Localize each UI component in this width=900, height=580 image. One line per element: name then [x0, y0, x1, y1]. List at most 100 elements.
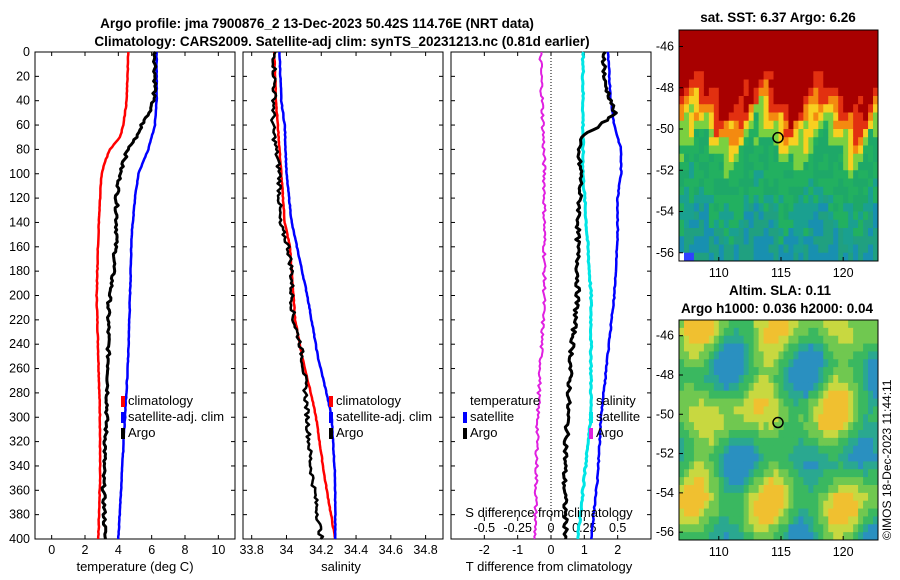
- map-cell: [723, 203, 730, 212]
- map-cell: [733, 508, 740, 517]
- map-cell: [713, 492, 720, 502]
- map-cell: [713, 469, 720, 478]
- map-cell: [708, 137, 715, 146]
- map-cell: [688, 46, 695, 56]
- map-cell: [753, 414, 760, 423]
- temp-series-climatology: [95, 52, 130, 539]
- map-cell: [838, 178, 844, 188]
- map-cell: [798, 71, 804, 80]
- map-cell: [793, 343, 799, 352]
- map-cell: [718, 54, 725, 64]
- map-cell: [738, 406, 745, 415]
- map-cell: [873, 38, 879, 47]
- legend-swatch-climatology: [121, 396, 125, 407]
- map-cell: [823, 63, 829, 72]
- map-cell: [843, 30, 849, 39]
- x-tick-label: 4: [115, 543, 122, 557]
- map-cell: [773, 112, 779, 122]
- map-cell: [838, 112, 844, 122]
- map-cell: [723, 461, 730, 470]
- map-cell: [793, 351, 799, 360]
- map-cell: [763, 398, 770, 407]
- map-cell: [679, 469, 685, 478]
- map-cell: [823, 524, 829, 533]
- map-cell: [728, 327, 735, 337]
- map-cell: [808, 145, 814, 155]
- map-cell: [868, 186, 874, 196]
- map-cell: [818, 120, 824, 130]
- map-cell: [773, 422, 779, 431]
- map-cell: [713, 327, 720, 337]
- map-cell: [838, 508, 844, 517]
- y-tick-label: 20: [16, 69, 30, 83]
- map-cell: [693, 508, 700, 517]
- map-cell: [803, 437, 809, 447]
- map-cell: [693, 327, 700, 337]
- map-cell: [753, 422, 760, 431]
- map-cell: [833, 137, 839, 146]
- map-cell: [838, 414, 844, 423]
- map-cell: [733, 186, 740, 196]
- map-cell: [813, 327, 819, 337]
- map-cell: [838, 252, 844, 262]
- map-cell: [828, 516, 834, 525]
- legend-salinity-heading: salinity: [596, 393, 636, 408]
- map-cell: [838, 445, 844, 455]
- map-cell: [838, 343, 844, 352]
- map-cell: [713, 104, 720, 113]
- map-cell: [788, 390, 794, 400]
- map-cell: [823, 359, 829, 368]
- map-cell: [703, 437, 710, 447]
- map-cell: [833, 71, 839, 80]
- map-cell: [738, 477, 745, 486]
- map-cell: [693, 30, 700, 39]
- map-cell: [823, 129, 829, 138]
- map-cell: [818, 414, 824, 423]
- map-cell: [713, 195, 720, 204]
- map-cell: [868, 461, 874, 470]
- map-cell: [828, 211, 834, 221]
- map-cell: [783, 524, 789, 533]
- map-cell: [718, 430, 725, 439]
- map-cell: [783, 186, 789, 196]
- map-cell: [703, 203, 710, 212]
- map-cell: [793, 445, 799, 455]
- map-cell: [858, 398, 864, 407]
- map-cell: [688, 71, 695, 80]
- map-cell: [843, 137, 849, 146]
- map-cell: [693, 524, 700, 533]
- map-cell: [808, 54, 814, 64]
- map-cell: [823, 46, 829, 56]
- map-cell: [733, 228, 740, 237]
- map-cell: [688, 54, 695, 64]
- map-cell: [763, 532, 770, 541]
- map-cell: [863, 430, 869, 439]
- map-cell: [843, 430, 849, 439]
- map-cell: [783, 178, 789, 188]
- map-cell: [748, 445, 755, 455]
- map-cell: [733, 445, 740, 455]
- map-cell: [778, 46, 784, 56]
- map-cell: [803, 500, 809, 510]
- map-cell: [838, 71, 844, 80]
- map-cell: [753, 375, 760, 384]
- map-cell: [833, 532, 839, 541]
- map-cell: [733, 63, 740, 72]
- map-cell: [788, 406, 794, 415]
- map-cell: [723, 351, 730, 360]
- map-cell: [823, 30, 829, 39]
- map-cell: [808, 461, 814, 470]
- map-cell: [683, 145, 690, 155]
- map-cell: [788, 153, 794, 163]
- map-cell: [818, 162, 824, 171]
- map-cell: [838, 359, 844, 368]
- map-cell: [788, 437, 794, 447]
- map-y-tick-label: -52: [656, 163, 674, 177]
- map-cell: [753, 129, 760, 138]
- map-cell: [848, 87, 854, 97]
- map-cell: [858, 430, 864, 439]
- map-cell: [698, 252, 705, 262]
- map-cell: [733, 137, 740, 146]
- map-cell: [718, 63, 725, 72]
- map-cell: [833, 524, 839, 533]
